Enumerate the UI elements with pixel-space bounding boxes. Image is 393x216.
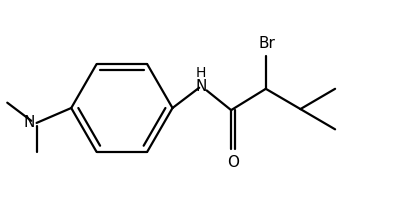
Text: N: N xyxy=(23,115,35,130)
Text: Br: Br xyxy=(259,37,275,51)
Text: O: O xyxy=(227,155,239,170)
Text: H: H xyxy=(196,66,206,80)
Text: N: N xyxy=(196,79,207,94)
